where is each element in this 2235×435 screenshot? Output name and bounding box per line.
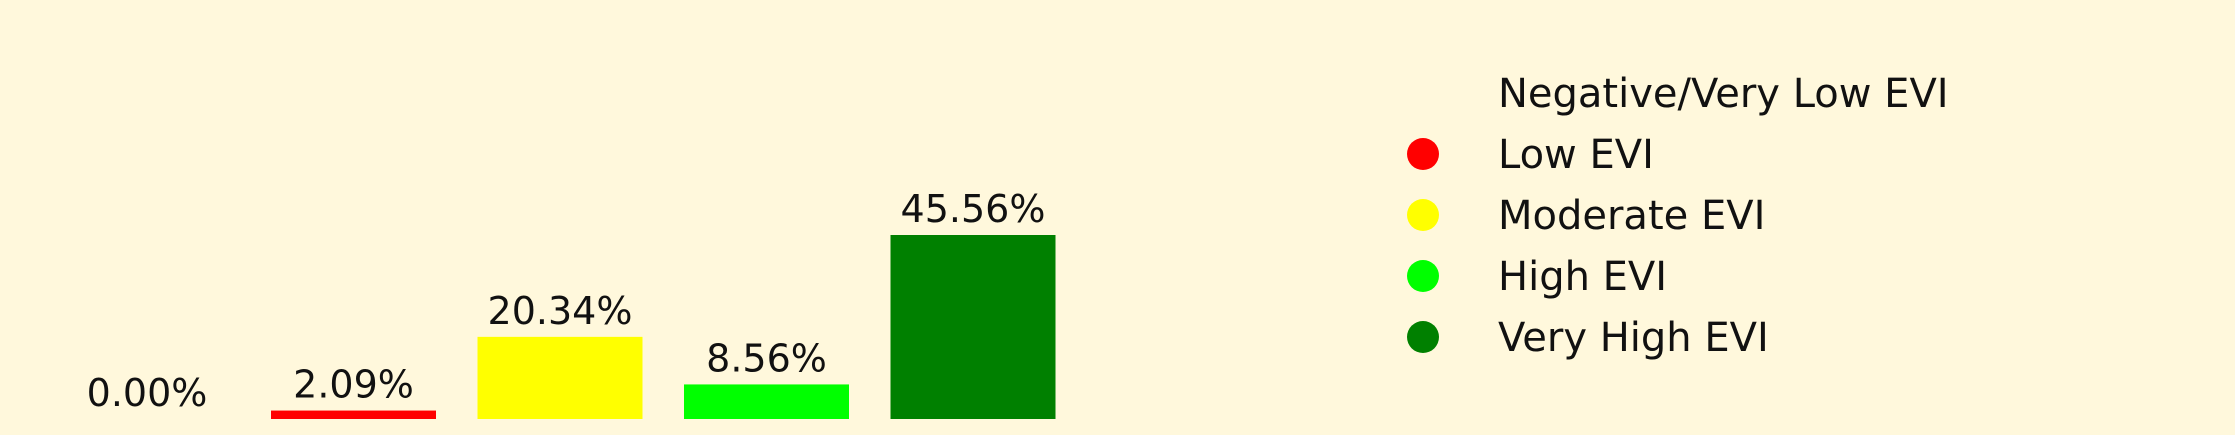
legend-marker-1 <box>1407 77 1439 109</box>
bar-2 <box>271 410 436 419</box>
bar-value-label-4: 8.56% <box>706 336 827 380</box>
value-label-group: 0.00% 2.09% 20.34% 8.56% 45.56% <box>87 187 1046 415</box>
legend-label-4: High EVI <box>1498 254 1667 300</box>
bar-3 <box>477 336 643 419</box>
legend-label-1: Negative/Very Low EVI <box>1498 71 1949 117</box>
bar-group <box>271 235 1056 419</box>
bar-value-label-5: 45.56% <box>901 187 1046 231</box>
legend-marker-5 <box>1407 321 1439 353</box>
bar-value-label-1: 0.00% <box>87 371 208 415</box>
legend-label-3: Moderate EVI <box>1498 193 1765 239</box>
legend-marker-4 <box>1407 260 1439 292</box>
bar-4 <box>684 384 849 419</box>
legend-marker-2 <box>1407 138 1439 170</box>
bar-value-label-3: 20.34% <box>488 289 633 333</box>
bar-5 <box>890 235 1056 419</box>
legend-marker-3 <box>1407 199 1439 231</box>
legend: Negative/Very Low EVI Low EVI Moderate EVI… <box>1407 71 1949 361</box>
legend-label-2: Low EVI <box>1498 132 1654 178</box>
legend-label-5: Very High EVI <box>1498 315 1769 361</box>
bar-value-label-2: 2.09% <box>293 363 414 407</box>
